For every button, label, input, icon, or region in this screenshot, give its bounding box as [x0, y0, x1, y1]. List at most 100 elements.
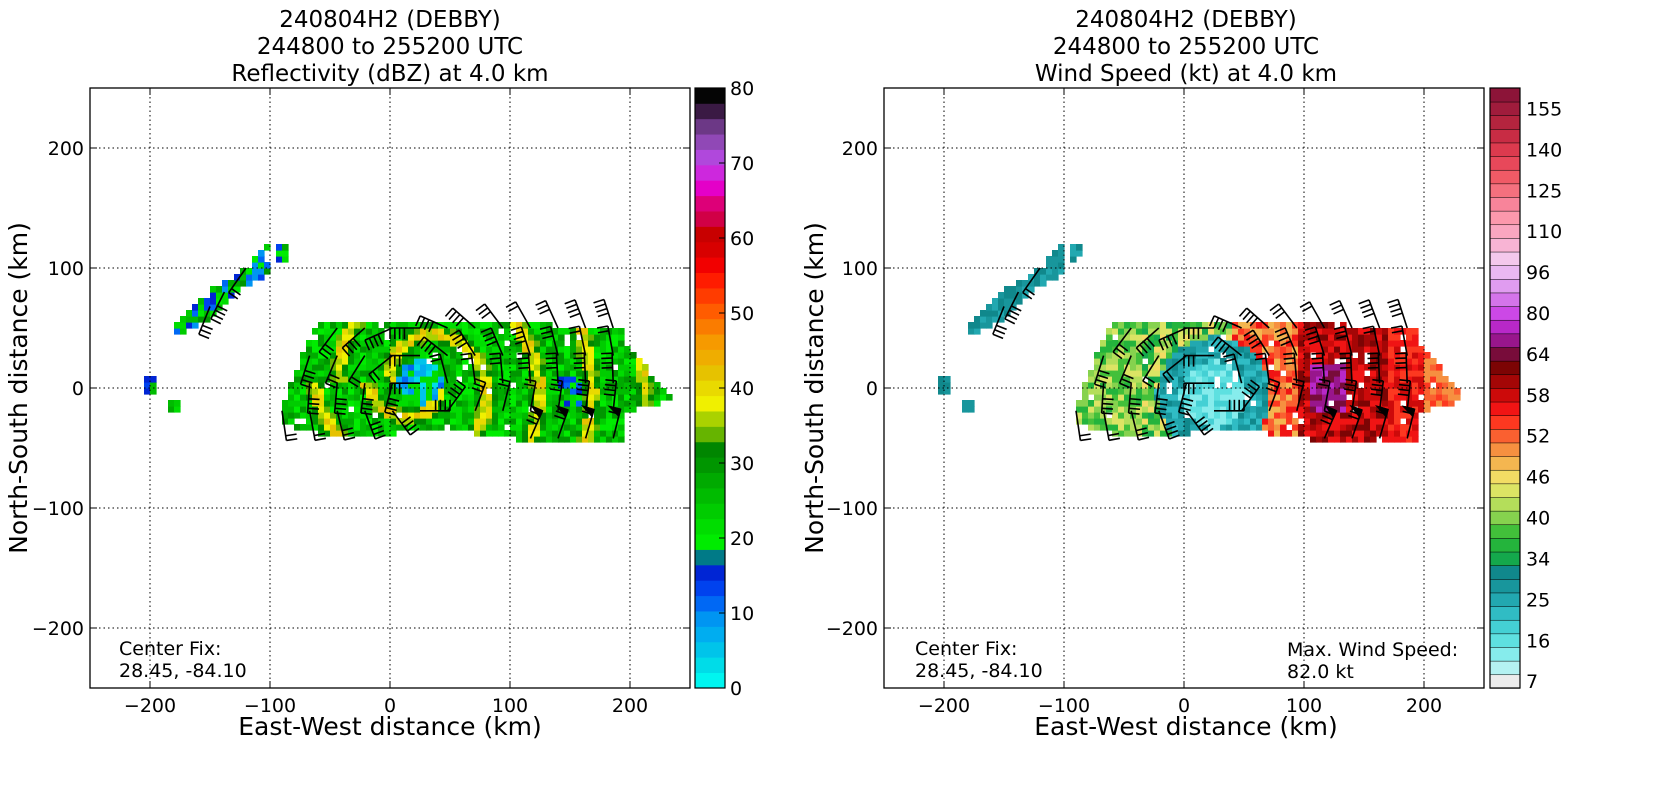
field-cell	[1388, 418, 1395, 425]
field-cell	[564, 346, 571, 353]
field-cell	[300, 400, 307, 407]
field-cell	[1430, 364, 1437, 371]
field-cell	[246, 268, 253, 275]
field-cell	[1184, 334, 1191, 341]
field-cell	[1262, 400, 1269, 407]
field-cell	[1220, 394, 1227, 401]
field-cell	[1364, 406, 1371, 413]
barb-feather	[1129, 408, 1140, 409]
field-cell	[618, 328, 625, 335]
field-cell	[546, 418, 553, 425]
field-cell	[546, 394, 553, 401]
field-cell	[1076, 400, 1083, 407]
field-cell	[456, 364, 463, 371]
field-cell	[1106, 358, 1113, 365]
field-cell	[1358, 436, 1365, 443]
field-cell	[1280, 400, 1287, 407]
field-cell	[288, 394, 295, 401]
field-cell	[474, 430, 481, 437]
field-cell	[402, 370, 409, 377]
barb-feather	[597, 326, 608, 328]
field-cell	[366, 352, 373, 359]
field-cell	[1334, 388, 1341, 395]
barb-feather	[482, 312, 491, 319]
barb-feather	[1129, 404, 1140, 405]
field-cell	[1184, 346, 1191, 353]
field-cell	[516, 406, 523, 413]
field-cell	[510, 370, 517, 377]
field-cell	[1244, 346, 1251, 353]
field-cell	[998, 298, 1005, 305]
field-cell	[1304, 322, 1311, 329]
field-cell	[1082, 394, 1089, 401]
field-cell	[944, 388, 951, 395]
field-cell	[522, 388, 529, 395]
field-cell	[1322, 328, 1329, 335]
field-cell	[1136, 322, 1143, 329]
field-cell	[1304, 358, 1311, 365]
field-cell	[516, 400, 523, 407]
field-cell	[480, 430, 487, 437]
field-cell	[1118, 430, 1125, 437]
field-cell	[408, 358, 415, 365]
field-cell	[1328, 334, 1335, 341]
field-cell	[1220, 418, 1227, 425]
field-cell	[522, 430, 529, 437]
colorbar-tick-label: 80	[1526, 303, 1550, 325]
field-cell	[198, 298, 205, 305]
field-cell	[336, 370, 343, 377]
field-cell	[408, 328, 415, 335]
field-cell	[980, 316, 987, 323]
field-cell	[360, 376, 367, 383]
field-cell	[1178, 424, 1185, 431]
field-cell	[1082, 400, 1089, 407]
field-cell	[378, 352, 385, 359]
field-cell	[372, 400, 379, 407]
field-cell	[474, 334, 481, 341]
field-cell	[1202, 358, 1209, 365]
field-cell	[1112, 406, 1119, 413]
field-cell	[1340, 370, 1347, 377]
field-cell	[432, 376, 439, 383]
field-cell	[558, 358, 565, 365]
field-cell	[1178, 370, 1185, 377]
field-cell	[1388, 388, 1395, 395]
field-cell	[630, 352, 637, 359]
field-cell	[510, 400, 517, 407]
field-cell	[1298, 352, 1305, 359]
field-cell	[426, 400, 433, 407]
colorbar-tick-label: 52	[1526, 426, 1550, 448]
field-cell	[1172, 370, 1179, 377]
field-cell	[1358, 364, 1365, 371]
field-cell	[540, 346, 547, 353]
colorbar-swatch	[1490, 620, 1520, 634]
colorbar-swatch	[1490, 156, 1520, 170]
field-cell	[986, 304, 993, 311]
barb-feather	[445, 308, 452, 316]
field-cell	[492, 364, 499, 371]
field-cell	[1154, 424, 1161, 431]
reflectivity-panel: 240804H2 (DEBBY) 244800 to 255200 UTC Re…	[4, 7, 754, 741]
field-cell	[1112, 322, 1119, 329]
field-cell	[1364, 388, 1371, 395]
colorbar-swatch	[695, 519, 725, 535]
field-cell	[1358, 376, 1365, 383]
field-cell	[600, 436, 607, 443]
field-cell	[558, 370, 565, 377]
field-cell	[1208, 394, 1215, 401]
field-cell	[1214, 364, 1221, 371]
field-cell	[1346, 424, 1353, 431]
field-cell	[1166, 352, 1173, 359]
field-cell	[1202, 364, 1209, 371]
field-cell	[486, 346, 493, 353]
field-cell	[462, 328, 469, 335]
field-cell	[594, 406, 601, 413]
field-cell	[522, 400, 529, 407]
colorbar-swatch	[1490, 497, 1520, 511]
field-cell	[594, 430, 601, 437]
field-cell	[1430, 376, 1437, 383]
field-cell	[552, 436, 559, 443]
field-cell	[1280, 346, 1287, 353]
field-cell	[1280, 406, 1287, 413]
field-cell	[342, 328, 349, 335]
